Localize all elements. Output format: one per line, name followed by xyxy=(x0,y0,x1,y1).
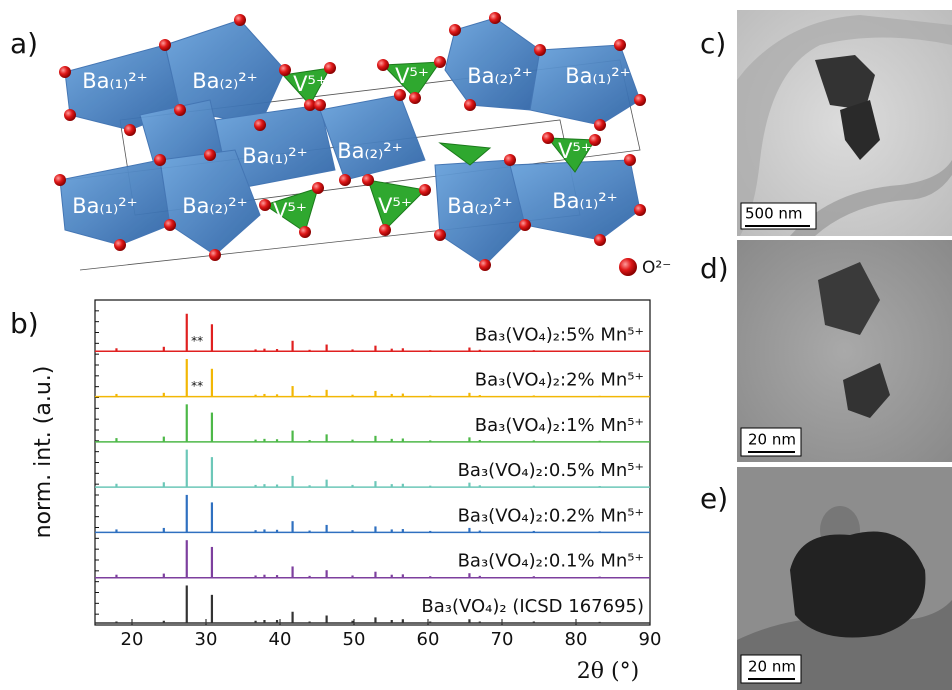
ion-label: V⁵⁺ xyxy=(558,139,592,163)
structure-panel: a) xyxy=(10,12,671,278)
series-label: Ba₃(VO₄)₂:5% Mn⁵⁺ xyxy=(475,324,644,345)
panel-label: a) xyxy=(10,27,38,60)
series-label: Ba₃(VO₄)₂:0.1% Mn⁵⁺ xyxy=(458,551,644,572)
ion-label: Ba₍₂₎²⁺ xyxy=(467,64,533,88)
series-label: Ba₃(VO₄)₂ (ICSD 167695) xyxy=(421,596,644,617)
x-tick-label: 90 xyxy=(639,629,662,650)
panel-label: b) xyxy=(10,307,39,340)
xrd-panel: b) norm. int. (a.u.) 2θ (°) 20 30 40 50 60 70… xyxy=(10,300,661,684)
scale-bar-label: 20 nm xyxy=(748,658,796,676)
x-axis-label: 2θ (°) xyxy=(577,659,639,684)
panel-label: e) xyxy=(700,482,728,515)
ion-label: Ba₍₂₎²⁺ xyxy=(447,194,513,218)
scale-bar-label: 20 nm xyxy=(748,431,796,449)
x-tick-label: 40 xyxy=(269,629,292,650)
series-label: Ba₃(VO₄)₂:1% Mn⁵⁺ xyxy=(475,415,644,436)
x-tick-label: 70 xyxy=(491,629,514,650)
oxygen-legend: O²⁻ xyxy=(642,258,671,278)
peak-marker: ** xyxy=(191,334,203,348)
series-label: Ba₃(VO₄)₂:0.2% Mn⁵⁺ xyxy=(458,505,644,526)
ion-label: Ba₍₁₎²⁺ xyxy=(552,189,618,213)
ion-label: Ba₍₁₎²⁺ xyxy=(72,194,138,218)
x-tick-label: 80 xyxy=(565,629,588,650)
ion-label: V⁵⁺ xyxy=(293,72,327,96)
oxygen-legend-symbol xyxy=(619,258,637,276)
panel-label: d) xyxy=(700,252,729,285)
ion-label: Ba₍₁₎²⁺ xyxy=(565,64,631,88)
tem-panels: 500 nm 20 nm 20 nm c) d) e) xyxy=(700,10,952,690)
x-tick-label: 60 xyxy=(417,629,440,650)
x-tick-label: 30 xyxy=(195,629,218,650)
ion-label: Ba₍₂₎²⁺ xyxy=(182,194,248,218)
ion-label: Ba₍₂₎²⁺ xyxy=(337,139,403,163)
ion-label: V⁵⁺ xyxy=(395,64,429,88)
x-tick-label: 20 xyxy=(121,629,144,650)
series-label: Ba₃(VO₄)₂:2% Mn⁵⁺ xyxy=(475,370,644,391)
ion-label: Ba₍₁₎²⁺ xyxy=(82,69,148,93)
peak-marker: ** xyxy=(191,379,203,393)
ion-label: Ba₍₂₎²⁺ xyxy=(192,69,258,93)
figure: a) xyxy=(0,0,952,690)
ion-label: V⁵⁺ xyxy=(378,194,412,218)
y-axis-label: norm. int. (a.u.) xyxy=(31,366,56,539)
ion-label: Ba₍₁₎²⁺ xyxy=(242,144,308,168)
panel-label: c) xyxy=(700,27,726,60)
series-label: Ba₃(VO₄)₂:0.5% Mn⁵⁺ xyxy=(458,460,644,481)
x-tick-label: 50 xyxy=(343,629,366,650)
scale-bar-label: 500 nm xyxy=(745,205,803,223)
ion-label: V⁵⁺ xyxy=(273,199,307,223)
